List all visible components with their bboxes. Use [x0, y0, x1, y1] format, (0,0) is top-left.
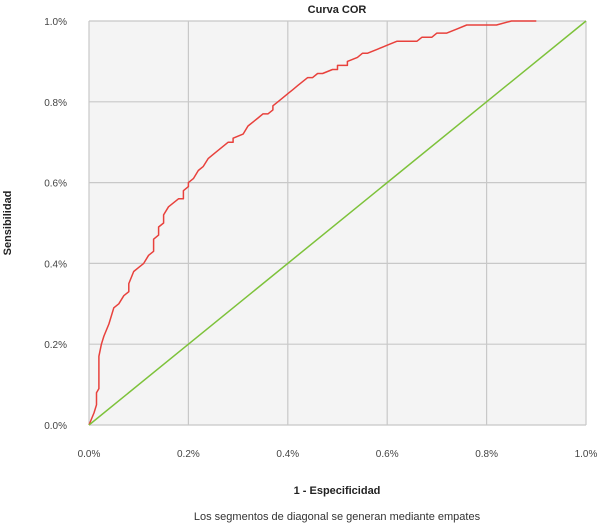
grid-lines [88, 20, 587, 426]
x-tick-labels: 0.0% 0.2% 0.4% 0.6% 0.8% 1.0% [78, 449, 598, 460]
reference-diagonal-line [88, 20, 587, 426]
chart-title: Curva COR [308, 4, 367, 16]
x-tick-label: 0.0% [78, 449, 101, 460]
y-tick-labels: 0.0% 0.2% 0.4% 0.6% 0.8% 1.0% [44, 17, 67, 432]
roc-curve-line [88, 20, 537, 426]
x-axis-label: 1 - Especificidad [294, 485, 381, 497]
x-tick-label: 0.6% [376, 449, 399, 460]
y-tick-label: 0.0% [44, 421, 67, 432]
series-lines [88, 20, 587, 426]
x-tick-label: 0.2% [177, 449, 200, 460]
chart-footnote: Los segmentos de diagonal se generan med… [194, 511, 481, 523]
y-tick-label: 1.0% [44, 17, 67, 28]
y-tick-label: 0.4% [44, 259, 67, 270]
y-tick-label: 0.2% [44, 340, 67, 351]
y-axis-label: Sensibilidad [2, 191, 14, 256]
x-tick-label: 1.0% [575, 449, 598, 460]
x-tick-label: 0.4% [276, 449, 299, 460]
y-tick-label: 0.8% [44, 98, 67, 109]
y-tick-label: 0.6% [44, 179, 67, 190]
x-tick-label: 0.8% [475, 449, 498, 460]
